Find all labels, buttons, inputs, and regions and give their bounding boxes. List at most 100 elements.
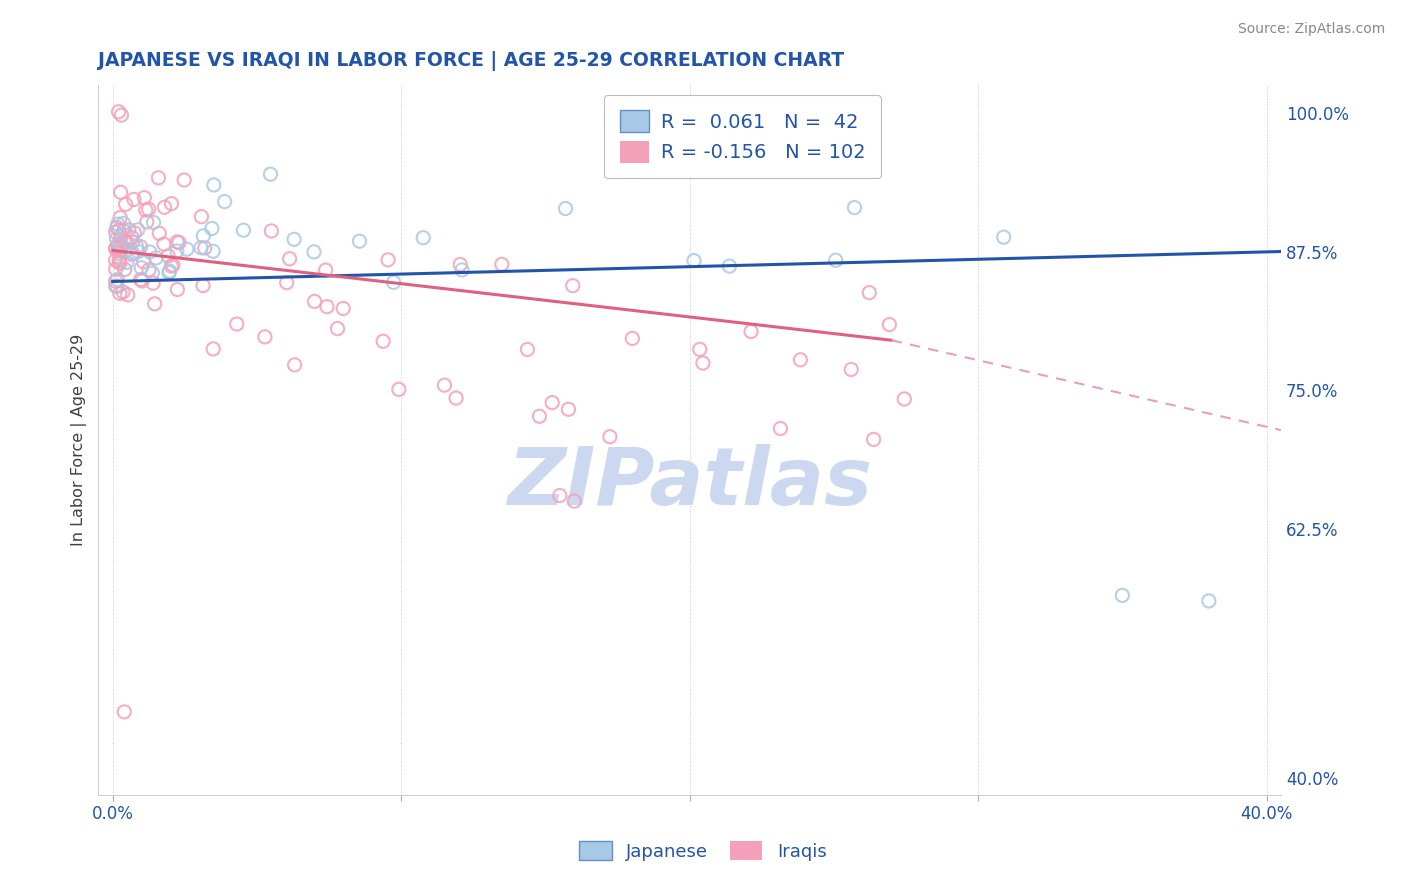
Point [104,262,127,277]
Point [1198,594,1220,608]
Point [143,297,166,311]
Point [554,202,576,216]
Point [159,264,181,278]
Point [388,383,411,397]
Point [104,274,127,288]
Point [125,239,148,253]
Point [112,224,135,238]
Point [153,200,176,214]
Point [105,232,128,246]
Point [562,494,585,508]
Point [166,235,188,249]
Point [127,244,149,259]
Point [621,331,644,345]
Point [110,108,132,122]
Point [104,253,127,268]
Point [107,217,129,231]
Point [108,286,131,301]
Point [162,258,184,272]
Point [302,244,325,259]
Point [121,235,143,249]
Point [160,259,183,273]
Point [112,216,135,230]
Point [108,246,131,260]
Point [134,191,156,205]
Point [142,276,165,290]
Point [382,276,405,290]
Point [190,210,212,224]
Point [718,259,741,273]
Point [115,255,138,269]
Y-axis label: In Labor Force | Age 25-29: In Labor Force | Age 25-29 [72,334,87,546]
Point [108,211,131,225]
Point [124,226,146,240]
Point [599,430,621,444]
Point [108,223,131,237]
Point [108,254,131,268]
Point [114,244,136,258]
Point [138,202,160,216]
Point [104,279,127,293]
Point [110,229,132,244]
Point [121,247,143,261]
Point [157,249,180,263]
Text: JAPANESE VS IRAQI IN LABOR FORCE | AGE 25-29 CORRELATION CHART: JAPANESE VS IRAQI IN LABOR FORCE | AGE 2… [98,51,845,70]
Point [105,279,128,293]
Point [561,278,583,293]
Point [108,256,131,270]
Point [689,343,711,357]
Point [107,104,129,119]
Point [491,257,513,271]
Point [132,254,155,268]
Point [740,325,762,339]
Point [190,241,212,255]
Point [110,240,132,254]
Point [104,241,127,255]
Point [315,263,337,277]
Point [131,274,153,288]
Point [112,285,135,299]
Point [141,266,163,280]
Point [349,234,371,248]
Point [117,288,139,302]
Point [138,262,160,277]
Point [112,705,135,719]
Point [789,352,811,367]
Point [283,232,305,246]
Point [115,235,138,250]
Point [166,283,188,297]
Point [122,193,145,207]
Point [142,215,165,229]
Point [1111,588,1133,602]
Point [449,257,471,271]
Point [858,285,880,300]
Point [214,194,236,209]
Point [191,278,214,293]
Point [202,342,225,356]
Point [135,215,157,229]
Point [145,251,167,265]
Point [129,240,152,254]
Point [769,421,792,435]
Point [201,221,224,235]
Point [107,240,129,254]
Point [118,223,141,237]
Point [202,178,225,192]
Point [135,202,157,217]
Point [548,489,571,503]
Point [104,225,127,239]
Point [148,170,170,185]
Point [557,402,579,417]
Point [451,263,474,277]
Point [176,242,198,256]
Point [993,230,1015,244]
Point [862,433,884,447]
Point [166,244,188,258]
Point [105,220,128,235]
Point [259,167,281,181]
Point [153,237,176,252]
Point [108,252,131,266]
Point [844,201,866,215]
Point [110,186,132,200]
Point [433,378,456,392]
